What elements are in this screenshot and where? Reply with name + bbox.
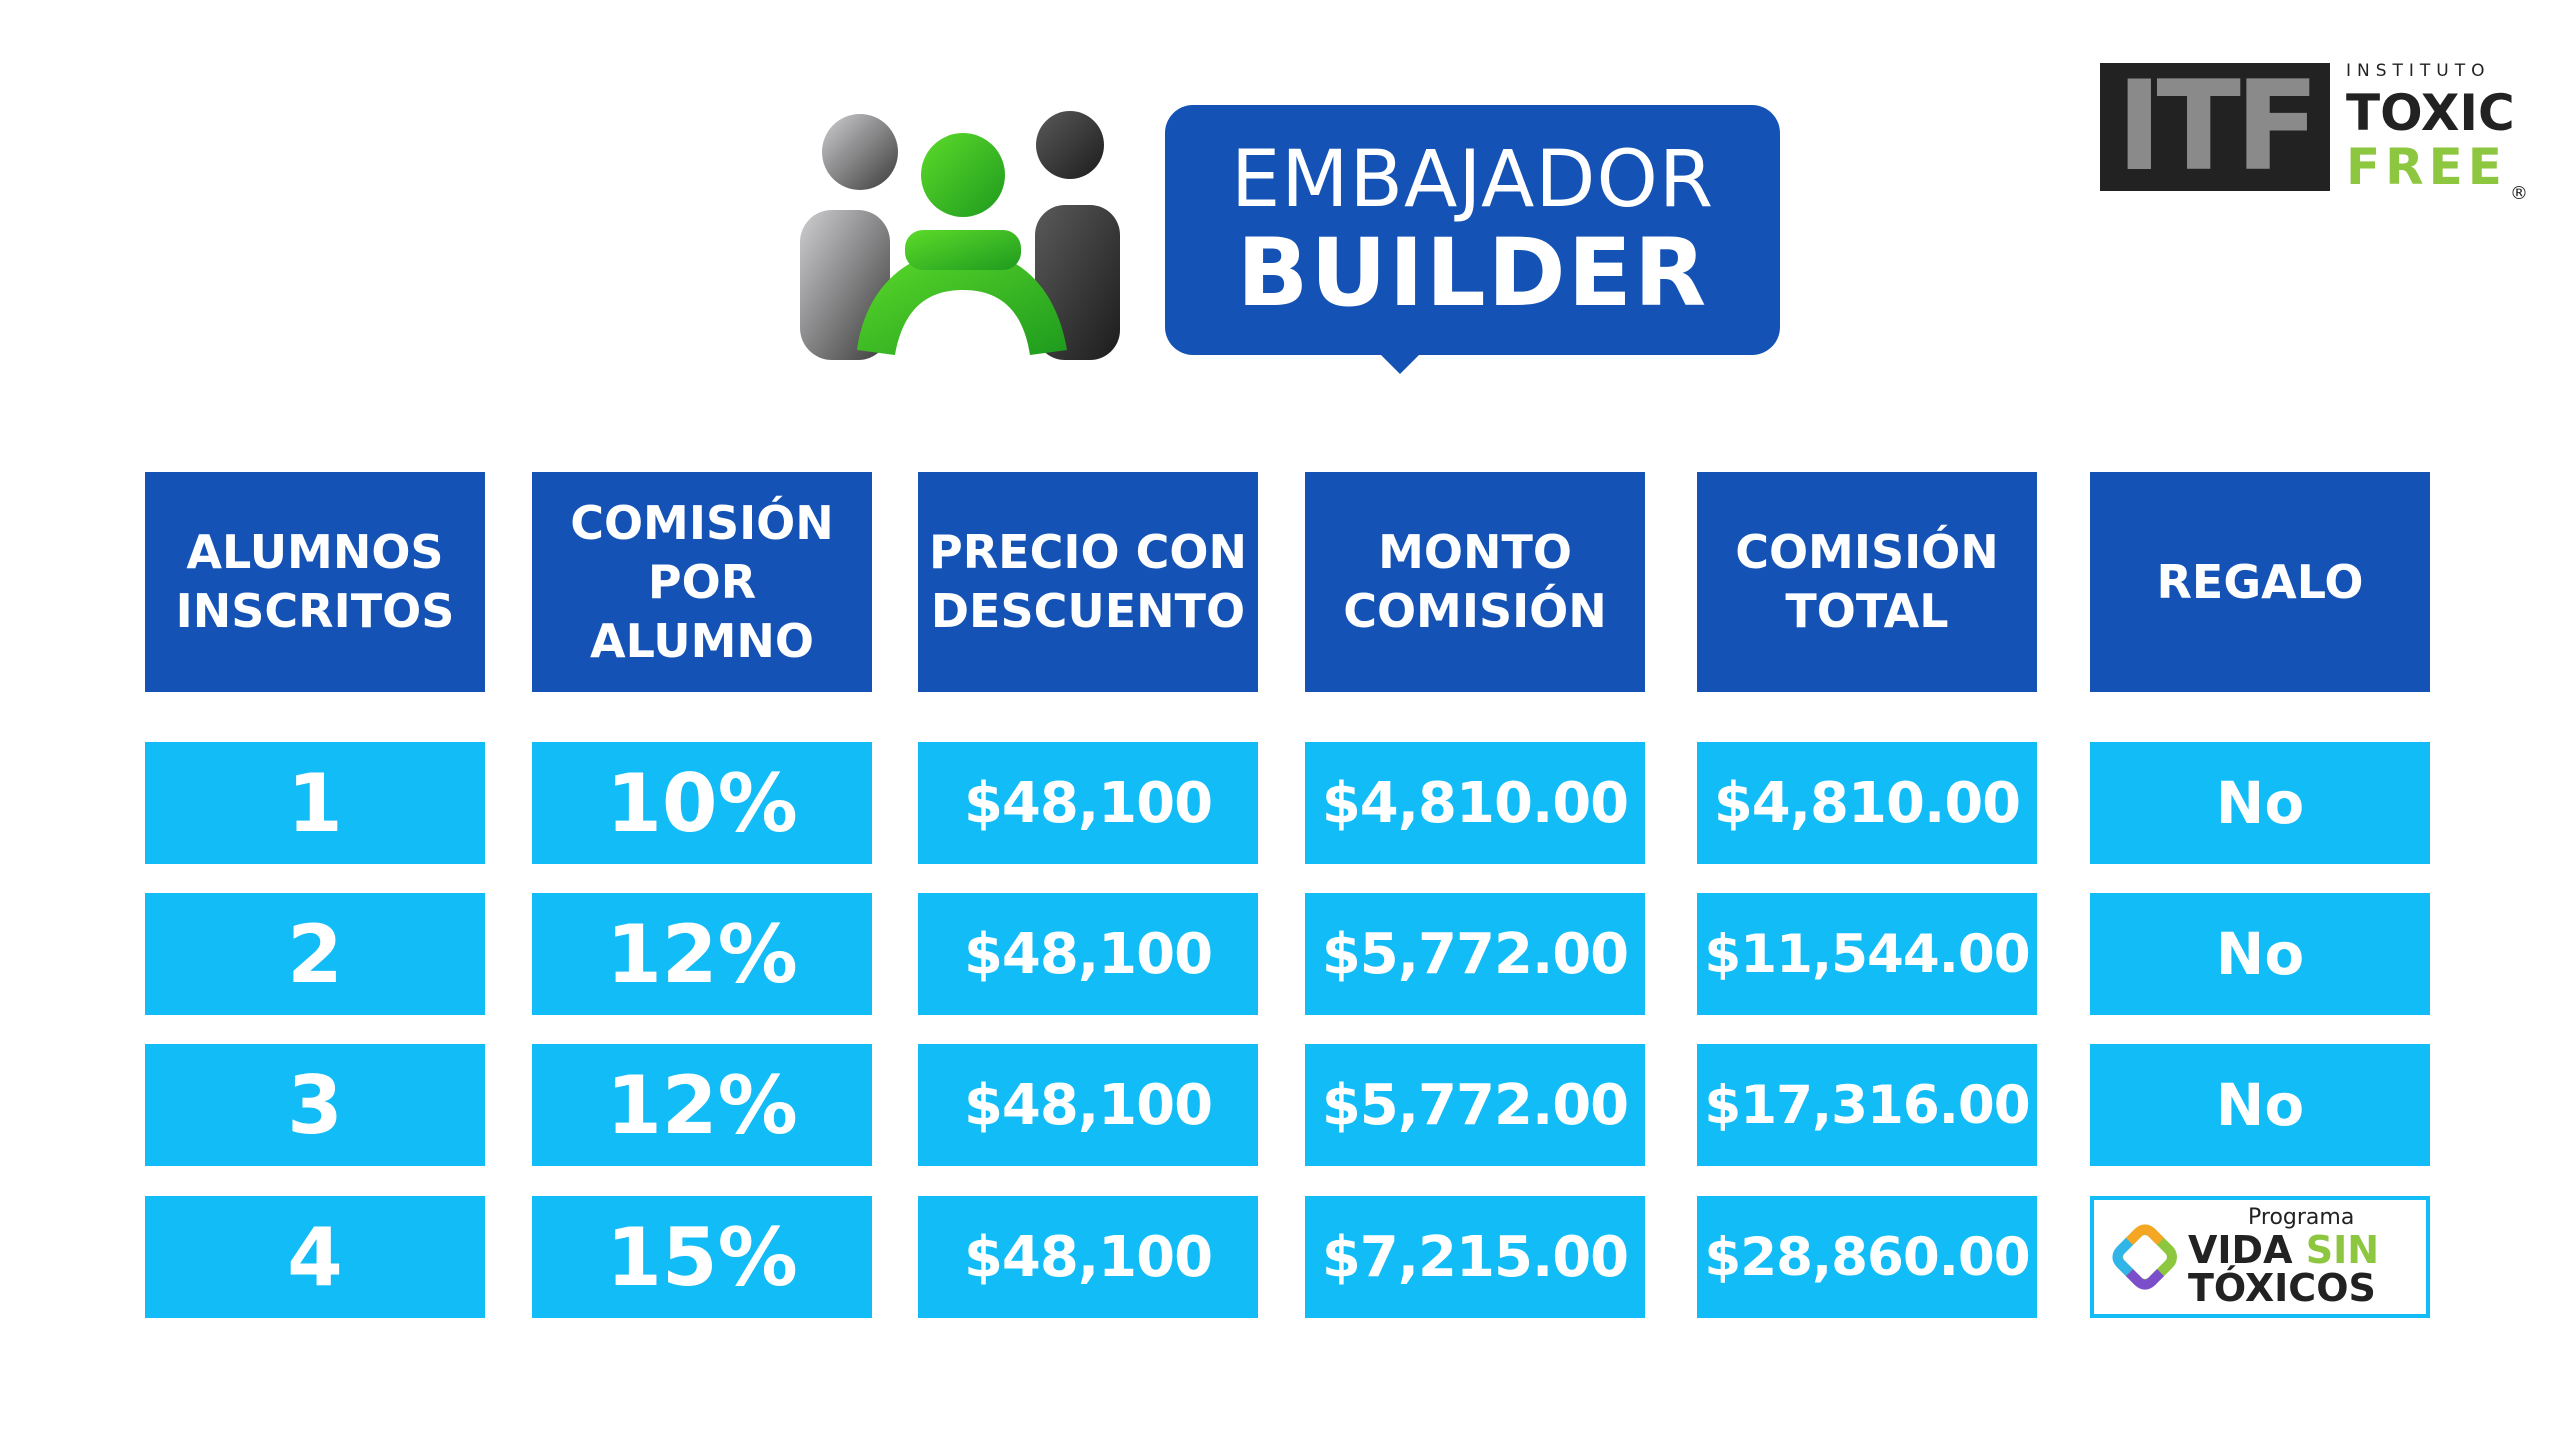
table-cell-monto: $7,215.00 (1305, 1196, 1645, 1318)
registered-mark: ® (2510, 183, 2528, 204)
vida-sin-toxicos-badge: Programa VIDA SIN TÓXICOS (2090, 1196, 2430, 1318)
vida-sin-toxicos-logo-icon (2112, 1224, 2177, 1290)
table-cell-total: $11,544.00 (1697, 893, 2037, 1015)
table-cell-precio: $48,100 (918, 1044, 1258, 1166)
header-regalo: REGALO (2090, 472, 2430, 692)
header-monto-comision: MONTO COMISIÓN (1305, 472, 1645, 692)
header-precio-con-descuento: PRECIO CON DESCUENTO (918, 472, 1258, 692)
table-cell-alumnos: 4 (145, 1196, 485, 1318)
table-cell-comision: 15% (532, 1196, 872, 1318)
itf-letters: ITF (2116, 63, 2319, 191)
itf-letters-box: ITF (2100, 63, 2330, 191)
itf-toxic-free-logo: ITF INSTITUTO TOXIC FREE ® (2100, 55, 2530, 210)
itf-toxic-label: TOXIC (2346, 84, 2515, 142)
toxicos-label: TÓXICOS (2188, 1266, 2376, 1310)
header-comision-por-alumno: COMISIÓN POR ALUMNO (532, 472, 872, 692)
vida-sin-label: VIDA SIN (2188, 1231, 2379, 1269)
title-bubble: EMBAJADOR BUILDER (1165, 105, 1780, 355)
table-cell-comision: 10% (532, 742, 872, 864)
embajador-people-logo-icon (800, 111, 1120, 360)
table-cell-monto: $5,772.00 (1305, 1044, 1645, 1166)
table-cell-alumnos: 3 (145, 1044, 485, 1166)
table-cell-precio: $48,100 (918, 893, 1258, 1015)
itf-instituto-label: INSTITUTO (2346, 61, 2491, 81)
vida-sin-toxicos-wordmark: Programa VIDA SIN TÓXICOS (2188, 1205, 2379, 1310)
table-cell-total: $28,860.00 (1697, 1196, 2037, 1318)
vida-label: VIDA (2188, 1228, 2293, 1272)
table-cell-precio: $48,100 (918, 1196, 1258, 1318)
itf-free-label: FREE (2346, 138, 2507, 196)
table-cell-regalo: No (2090, 1044, 2430, 1166)
table-cell-regalo: No (2090, 742, 2430, 864)
title-line-1: EMBAJADOR (1230, 135, 1715, 225)
sin-label: SIN (2305, 1228, 2380, 1272)
table-cell-comision: 12% (532, 893, 872, 1015)
table-cell-alumnos: 2 (145, 893, 485, 1015)
bubble-tail (1378, 352, 1422, 374)
header-comision-total: COMISIÓN TOTAL (1697, 472, 2037, 692)
table-cell-alumnos: 1 (145, 742, 485, 864)
table-cell-precio: $48,100 (918, 742, 1258, 864)
table-cell-regalo: No (2090, 893, 2430, 1015)
table-cell-total: $17,316.00 (1697, 1044, 2037, 1166)
programa-label: Programa (2248, 1205, 2355, 1230)
title-line-2: BUILDER (1236, 219, 1709, 328)
table-cell-comision: 12% (532, 1044, 872, 1166)
table-cell-total: $4,810.00 (1697, 742, 2037, 864)
table-cell-monto: $4,810.00 (1305, 742, 1645, 864)
header-alumnos-inscritos: ALUMNOS INSCRITOS (145, 472, 485, 692)
table-cell-monto: $5,772.00 (1305, 893, 1645, 1015)
